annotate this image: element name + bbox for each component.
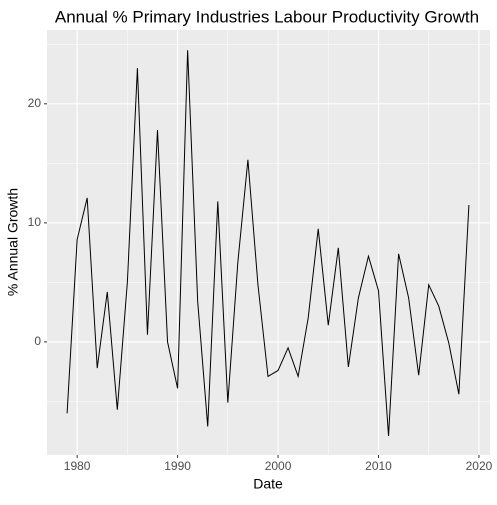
y-axis-label: % Annual Growth xyxy=(5,188,21,296)
y-tick-label: 10 xyxy=(28,215,42,229)
line xyxy=(66,50,470,436)
chart-title: Annual % Primary Industries Labour Produ… xyxy=(55,7,479,26)
x-tick-label: 1990 xyxy=(164,459,191,473)
x-axis-label: Date xyxy=(253,476,283,492)
x-tick-label: 2010 xyxy=(365,459,392,473)
plot-panel xyxy=(47,30,490,455)
x-tick-label: 2020 xyxy=(466,459,493,473)
x-tick-label: 2000 xyxy=(265,459,292,473)
x-tick-label: 1980 xyxy=(64,459,91,473)
y-tick-label: 0 xyxy=(34,334,41,348)
y-tick-label: 20 xyxy=(28,96,42,110)
